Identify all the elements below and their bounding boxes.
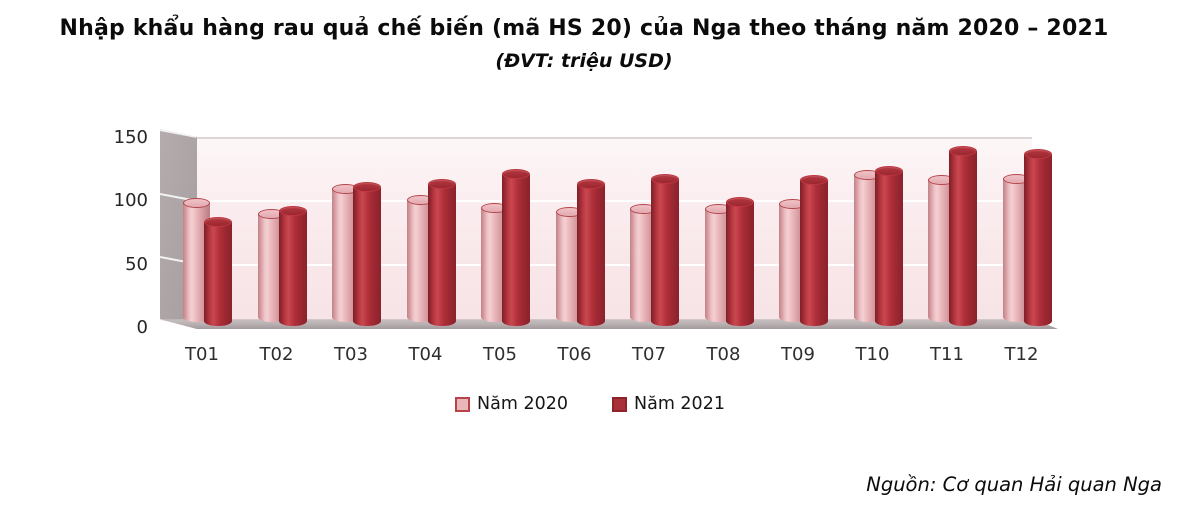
x-axis-tick-label: T03: [334, 344, 368, 365]
bar-nam-2021-T06: [576, 179, 605, 326]
plot-background: [197, 137, 1032, 329]
y-axis-tick-label: 50: [125, 253, 148, 275]
chart-title: Nhập khẩu hàng rau quả chế biến (mã HS 2…: [59, 16, 1109, 41]
bar-nam-2021-T10: [874, 166, 903, 326]
x-axis-tick-label: T12: [1004, 344, 1039, 365]
legend-label-2021: Năm 2021: [634, 394, 725, 414]
bar-nam-2021-T07: [651, 174, 679, 326]
x-axis-tick-label: T01: [185, 344, 219, 365]
x-axis-tick-label: T10: [855, 344, 890, 365]
x-axis-tick-label: T06: [557, 344, 592, 365]
legend-item-2021: Năm 2021: [612, 394, 725, 414]
bar-nam-2021-T11: [949, 146, 977, 326]
legend-swatch-2020: [455, 396, 471, 412]
y-axis-tick-label: 150: [113, 127, 148, 148]
y-axis-tick-label: 100: [113, 190, 148, 212]
x-axis-tick-label: T08: [706, 344, 741, 365]
bar-nam-2021-T02: [278, 205, 307, 326]
bar-nam-2021-T03: [353, 181, 381, 326]
bar-nam-2021-T01: [204, 217, 232, 326]
chart-unit-label: (ĐVT: triệu USD): [495, 50, 673, 72]
y-axis-tick-label: 0: [136, 317, 148, 338]
bar-nam-2021-T05: [502, 169, 530, 326]
legend-item-2020: Năm 2020: [455, 394, 568, 414]
x-axis-tick-label: T07: [632, 344, 666, 365]
legend-label-2020: Năm 2020: [477, 394, 568, 414]
bar-nam-2021-T09: [800, 175, 828, 326]
x-axis-tick-label: T09: [781, 344, 815, 365]
chart-3d-floor: [160, 319, 1058, 329]
gridline: [197, 263, 1032, 266]
bar-nam-2021-T12: [1023, 148, 1052, 326]
bar-nam-2021-T08: [725, 196, 754, 326]
legend-swatch-2021: [612, 396, 627, 412]
x-axis-tick-label: T02: [259, 344, 294, 365]
bar-nam-2021-T04: [427, 179, 456, 326]
chart-legend: Năm 2020 Năm 2021: [150, 394, 1030, 414]
gridline: [197, 200, 1032, 203]
x-axis-tick-label: T04: [408, 344, 443, 365]
wall-gridline-150: [160, 129, 197, 138]
source-note: Nguồn: Cơ quan Hải quan Nga: [866, 473, 1162, 496]
x-axis-tick-label: T05: [483, 344, 517, 365]
x-axis-tick-label: T11: [930, 344, 964, 365]
